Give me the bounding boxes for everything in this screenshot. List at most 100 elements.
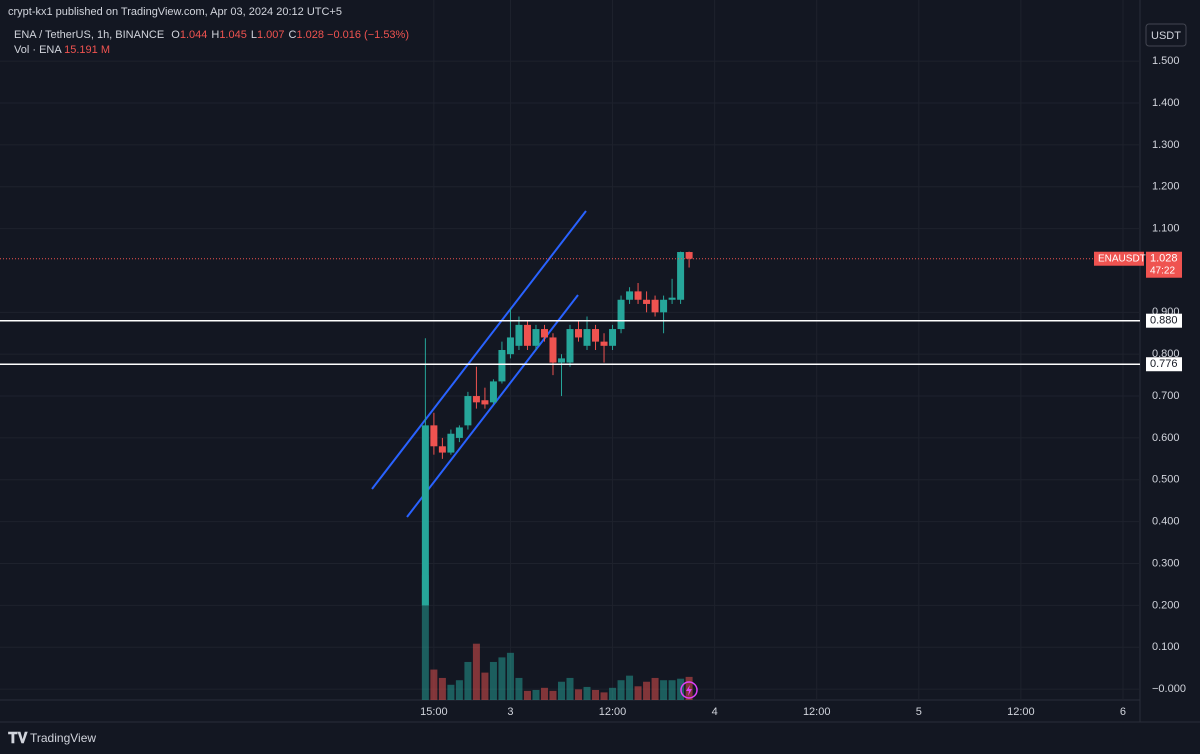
x-tick-label: 5 bbox=[916, 706, 922, 718]
candle-body bbox=[626, 291, 634, 300]
candle-body bbox=[489, 381, 497, 403]
y-tick-label: 0.500 bbox=[1152, 474, 1180, 486]
volume-bar bbox=[421, 575, 429, 700]
candle-body bbox=[557, 358, 565, 363]
volume-bar bbox=[634, 686, 642, 700]
currency-box[interactable] bbox=[1145, 23, 1187, 47]
volume-bar bbox=[472, 643, 480, 700]
candle-body bbox=[515, 324, 523, 346]
y-tick-label: 0.800 bbox=[1152, 348, 1180, 360]
y-tick-label: 1.300 bbox=[1152, 139, 1180, 151]
volume-bar bbox=[609, 687, 617, 700]
y-tick-label: 1.100 bbox=[1152, 222, 1180, 234]
volume-bar bbox=[549, 690, 557, 700]
candle-body bbox=[455, 427, 463, 438]
y-tick-label: 0.100 bbox=[1152, 641, 1180, 653]
volume-bar bbox=[523, 690, 531, 700]
candle-body bbox=[668, 297, 676, 300]
volume-bar bbox=[540, 687, 548, 700]
level-label: 0.776 bbox=[1150, 358, 1178, 370]
candle-body bbox=[430, 425, 438, 447]
x-tick-label: 3 bbox=[507, 706, 513, 718]
x-tick-label: 12:00 bbox=[1007, 706, 1035, 718]
ohlc-key: H bbox=[211, 29, 220, 41]
candle-body bbox=[506, 337, 514, 355]
candle-body bbox=[472, 396, 480, 403]
candle-body bbox=[634, 291, 642, 300]
candle-body bbox=[481, 400, 489, 405]
volume-bar bbox=[489, 661, 497, 700]
volume-bar bbox=[455, 680, 463, 700]
candle-body bbox=[643, 299, 651, 304]
y-tick-label: 0.300 bbox=[1152, 557, 1180, 569]
volume-bar bbox=[668, 680, 676, 700]
candle-body bbox=[540, 329, 548, 338]
ohlc-value: 1.044 bbox=[179, 29, 208, 41]
y-tick-label: 0.700 bbox=[1152, 390, 1180, 402]
currency: USDT bbox=[1151, 30, 1181, 42]
flash-icon[interactable] bbox=[680, 681, 698, 699]
symbol-tag-label: ENAUSDT bbox=[1098, 253, 1146, 264]
candle-body bbox=[523, 324, 531, 346]
volume-bar bbox=[498, 657, 506, 700]
price-tag-label: 1.028 bbox=[1150, 253, 1178, 265]
legend-row: ENA / TetherUS, 1h, BINANCE O1.044 H1.045… bbox=[14, 29, 409, 41]
candle-body bbox=[677, 252, 685, 300]
axes: −0.000 0.100 0.200 0.300 0.400 0.500 0.600 0.70… bbox=[420, 55, 1186, 718]
level-label: 0.880 bbox=[1150, 315, 1178, 327]
volume-bar bbox=[617, 680, 625, 700]
candle-body bbox=[438, 446, 446, 453]
candle-body bbox=[600, 341, 608, 346]
volume-bar bbox=[651, 677, 659, 700]
x-tick-label: 12:00 bbox=[803, 706, 831, 718]
x-tick-label: 6 bbox=[1120, 706, 1126, 718]
volume-bar bbox=[532, 689, 540, 700]
candle-body bbox=[660, 299, 668, 313]
x-tick-label: 4 bbox=[712, 706, 718, 718]
ohlc-key: O bbox=[171, 29, 180, 41]
countdown: 47:22 bbox=[1150, 265, 1175, 276]
y-tick-label: 1.200 bbox=[1152, 181, 1180, 193]
y-tick-label: 0.600 bbox=[1152, 432, 1180, 444]
candle-body bbox=[592, 329, 600, 342]
volume-bar bbox=[600, 692, 608, 700]
volume-bar bbox=[438, 677, 446, 700]
x-tick-label: 12:00 bbox=[599, 706, 627, 718]
candle-body bbox=[549, 337, 557, 363]
y-tick-label: 1.400 bbox=[1152, 97, 1180, 109]
candle-body bbox=[447, 433, 455, 453]
ohlc-value: 1.028 bbox=[296, 29, 324, 41]
candle-body bbox=[532, 329, 540, 346]
volume-bar bbox=[557, 681, 565, 700]
candle-body bbox=[575, 329, 583, 338]
publisher: crypt-kx1 published on TradingView.com, … bbox=[8, 6, 342, 18]
price-tag bbox=[1146, 251, 1182, 278]
candle-body bbox=[498, 350, 506, 382]
level-tag bbox=[1146, 313, 1182, 328]
volume-bar bbox=[430, 669, 438, 700]
y-tick-label: 1.500 bbox=[1152, 55, 1180, 67]
change: −0.016 (−1.53%) bbox=[327, 29, 409, 41]
volume-bar bbox=[583, 686, 591, 700]
volume-bar bbox=[592, 689, 600, 700]
volume-name: Vol · ENA bbox=[14, 44, 62, 56]
volume-bar bbox=[481, 672, 489, 700]
volume-bar bbox=[447, 684, 455, 700]
volume-legend: Vol · ENA 15.191 M bbox=[14, 44, 110, 56]
volume-bar bbox=[575, 689, 583, 700]
volume-bar bbox=[506, 652, 514, 700]
volume-bar bbox=[464, 661, 472, 700]
level-tag bbox=[1146, 357, 1182, 372]
candle-body bbox=[566, 329, 574, 363]
ohlc: O1.044 H1.045 L1.007 C1.028 bbox=[167, 29, 324, 41]
candle-body bbox=[464, 396, 472, 426]
candle-body bbox=[617, 299, 625, 330]
candles bbox=[0, 251, 1140, 606]
volume-bar bbox=[643, 681, 651, 700]
candle-body bbox=[685, 252, 693, 259]
brand-logo: 𝐓𝐕 bbox=[8, 730, 29, 747]
candle-body bbox=[609, 329, 617, 346]
